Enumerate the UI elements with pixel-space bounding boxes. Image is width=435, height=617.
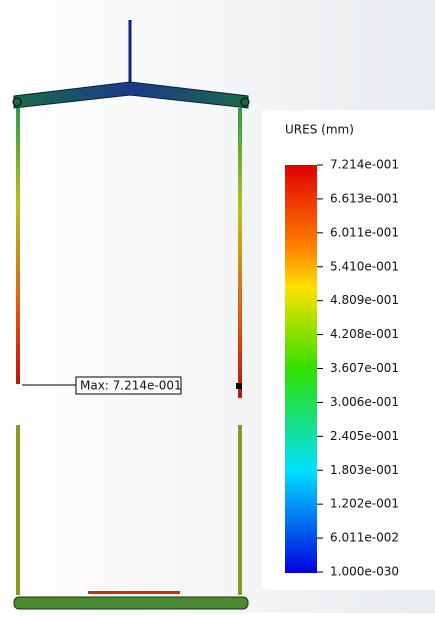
legend-label: 2.405e-001 (330, 429, 399, 443)
legend-label: 5.410e-001 (330, 259, 399, 273)
max-marker (236, 383, 242, 389)
legend-label: 1.000e-030 (330, 565, 399, 579)
legend-label: 7.214e-001 (330, 158, 399, 172)
legend-label: 6.011e-002 (330, 531, 399, 545)
joint (241, 98, 249, 106)
fea-view: Max: 7.214e-001 URES (mm) 7.214e-001 6.61… (0, 0, 435, 613)
legend-label: 3.006e-001 (330, 395, 399, 409)
annotation-text: Max: 7.214e-001 (80, 379, 182, 393)
right-bar-lower (238, 425, 242, 595)
left-bar (16, 108, 20, 384)
joint (13, 98, 21, 106)
legend-title: URES (mm) (285, 123, 354, 137)
legend-label: 1.803e-001 (330, 463, 399, 477)
legend-label: 6.011e-001 (330, 225, 399, 239)
legend-label: 4.809e-001 (330, 293, 399, 307)
legend-label: 6.613e-001 (330, 191, 399, 205)
right-bar (238, 108, 242, 398)
legend-label: 3.607e-001 (330, 361, 399, 375)
legend-label: 1.202e-001 (330, 497, 399, 511)
legend-label: 4.208e-001 (330, 327, 399, 341)
bottom-beam (14, 597, 248, 609)
color-bar (285, 165, 317, 573)
left-bar-lower (16, 425, 20, 595)
bottom-strip (88, 591, 180, 594)
